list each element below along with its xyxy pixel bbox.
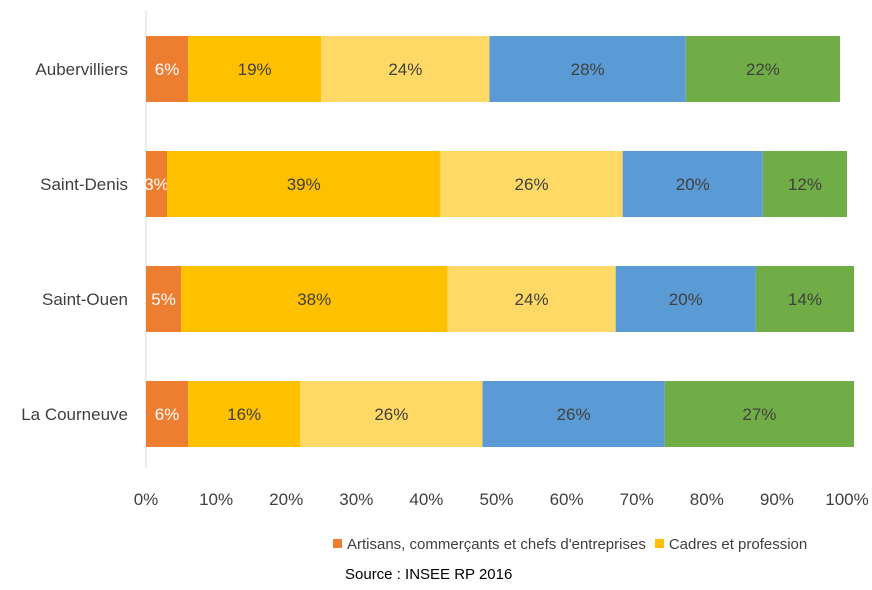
category-label: Saint-Ouen	[42, 290, 128, 309]
x-tick-label: 90%	[760, 490, 794, 509]
bar-segment	[755, 266, 855, 332]
data-label: 16%	[227, 405, 261, 424]
x-tick-label: 20%	[269, 490, 303, 509]
bar-segment	[181, 266, 448, 332]
bar-segment	[146, 151, 168, 217]
legend-swatch	[654, 539, 664, 548]
legend-item: Cadres et profession	[654, 536, 808, 553]
bar-segment	[482, 381, 665, 447]
x-tick-label: 80%	[690, 490, 724, 509]
legend: Artisans, commerçants et chefs d'entrepr…	[333, 536, 872, 556]
data-label: 5%	[151, 290, 176, 309]
x-tick-label: 40%	[409, 490, 443, 509]
data-label: 38%	[297, 290, 331, 309]
data-label: 22%	[746, 60, 780, 79]
category-label: Saint-Denis	[40, 175, 128, 194]
bar-segment	[664, 381, 855, 447]
bar-segment	[440, 151, 623, 217]
x-tick-label: 50%	[479, 490, 513, 509]
legend-label: Artisans, commerçants et chefs d'entrepr…	[347, 536, 646, 553]
data-label: 3%	[144, 175, 169, 194]
data-label: 20%	[676, 175, 710, 194]
source-note: Source : INSEE RP 2016	[345, 566, 513, 583]
data-label: 12%	[788, 175, 822, 194]
bar-segment	[447, 266, 616, 332]
bar-segment	[300, 381, 483, 447]
data-label: 26%	[557, 405, 591, 424]
bar-segment	[762, 151, 847, 217]
x-tick-label: 30%	[339, 490, 373, 509]
bar-segment	[489, 36, 686, 102]
bar-segment	[167, 151, 441, 217]
data-label: 24%	[388, 60, 422, 79]
bar-segment	[188, 381, 301, 447]
bar-segment	[146, 381, 189, 447]
data-label: 28%	[571, 60, 605, 79]
x-tick-label: 10%	[199, 490, 233, 509]
data-label: 27%	[742, 405, 776, 424]
data-label: 19%	[238, 60, 272, 79]
bar-segment	[321, 36, 490, 102]
x-tick-label: 60%	[550, 490, 584, 509]
category-label: La Courneuve	[21, 405, 128, 424]
data-label: 6%	[155, 60, 180, 79]
data-label: 14%	[788, 290, 822, 309]
x-tick-label: 0%	[134, 490, 159, 509]
legend-swatch	[333, 539, 342, 548]
bar-segment	[615, 266, 756, 332]
bar-segment	[685, 36, 840, 102]
data-label: 39%	[287, 175, 321, 194]
x-tick-label: 70%	[620, 490, 654, 509]
data-label: 6%	[155, 405, 180, 424]
bar-segment	[188, 36, 322, 102]
bar-segment	[146, 266, 182, 332]
legend-item: Artisans, commerçants et chefs d'entrepr…	[333, 536, 646, 553]
category-label: Aubervilliers	[35, 60, 128, 79]
bar-segment	[146, 36, 189, 102]
data-label: 24%	[515, 290, 549, 309]
bar-segment	[622, 151, 763, 217]
data-label: 20%	[669, 290, 703, 309]
data-label: 26%	[515, 175, 549, 194]
x-tick-label: 100%	[825, 490, 868, 509]
legend-label: Cadres et profession	[668, 536, 808, 553]
data-label: 26%	[374, 405, 408, 424]
